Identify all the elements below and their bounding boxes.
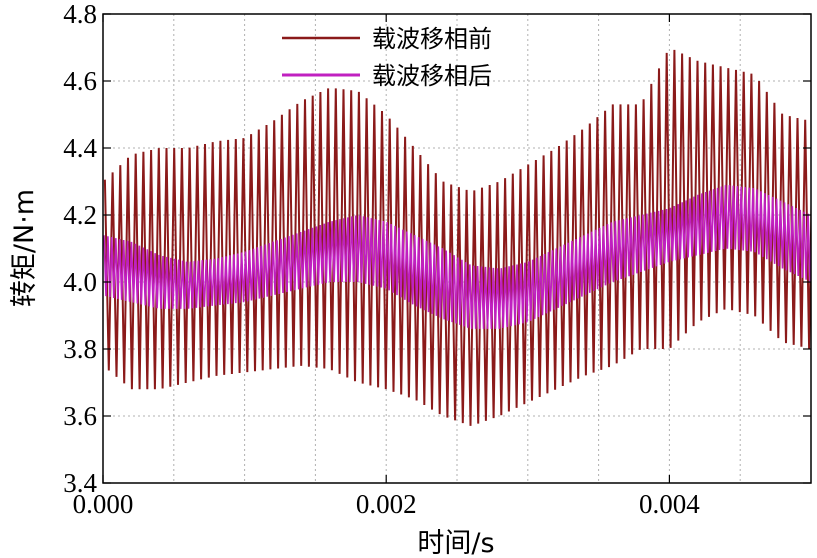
series-line-2 — [103, 185, 811, 329]
y-tick-label: 3.4 — [63, 468, 97, 498]
grid — [103, 14, 811, 483]
x-tick-label: 0.000 — [73, 489, 134, 519]
ticks: 3.4 3.6 3.8 4.0 4.2 4.4 4.6 4.8 0.000 0.002 0.004 — [63, 0, 811, 519]
legend-label-1: 载波移相前 — [372, 25, 492, 53]
y-tick-label: 3.8 — [63, 334, 97, 364]
x-tick-label: 0.002 — [356, 489, 417, 519]
y-tick-label: 4.2 — [63, 200, 97, 230]
y-tick-label: 4.4 — [63, 133, 97, 163]
y-tick-label: 4.8 — [63, 0, 97, 29]
y-tick-label: 4.6 — [63, 66, 97, 96]
x-axis-title: 时间/s — [417, 528, 494, 558]
legend-label-2: 载波移相后 — [372, 62, 492, 90]
series-layer — [103, 49, 811, 426]
y-tick-label: 4.0 — [63, 267, 97, 297]
plot-frame — [102, 13, 812, 484]
x-tick-label: 0.004 — [639, 489, 700, 519]
y-tick-label: 3.6 — [63, 401, 97, 431]
y-axis-title: 转矩/N·m — [9, 189, 40, 307]
